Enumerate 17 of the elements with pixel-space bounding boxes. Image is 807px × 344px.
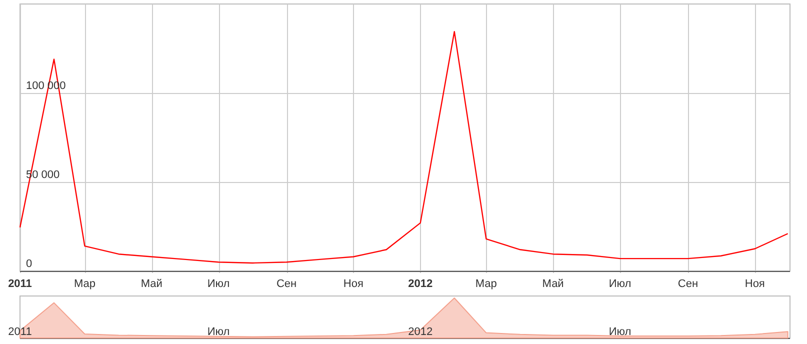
y-tick-label: 0	[26, 258, 32, 270]
x-tick-label: 2012	[408, 326, 433, 338]
x-tick-label: Май	[140, 278, 162, 290]
x-tick-label: Сен	[678, 278, 698, 290]
x-tick-label: Ноя	[744, 278, 765, 290]
x-tick-label: Мар	[475, 278, 497, 290]
x-tick-label: 2011	[8, 278, 32, 290]
x-tick-label: 2012	[408, 278, 433, 290]
x-tick-label: Ноя	[343, 278, 364, 290]
x-tick-label: Мар	[74, 278, 96, 290]
x-tick-label: Июл	[207, 326, 230, 338]
x-tick-label: Июл	[608, 326, 632, 338]
x-tick-label: Июл	[608, 278, 632, 290]
x-tick-label: Май	[542, 278, 564, 290]
x-tick-label: 2011	[8, 326, 32, 338]
x-tick-label: Сен	[276, 278, 297, 290]
x-tick-label: Июл	[207, 278, 230, 290]
